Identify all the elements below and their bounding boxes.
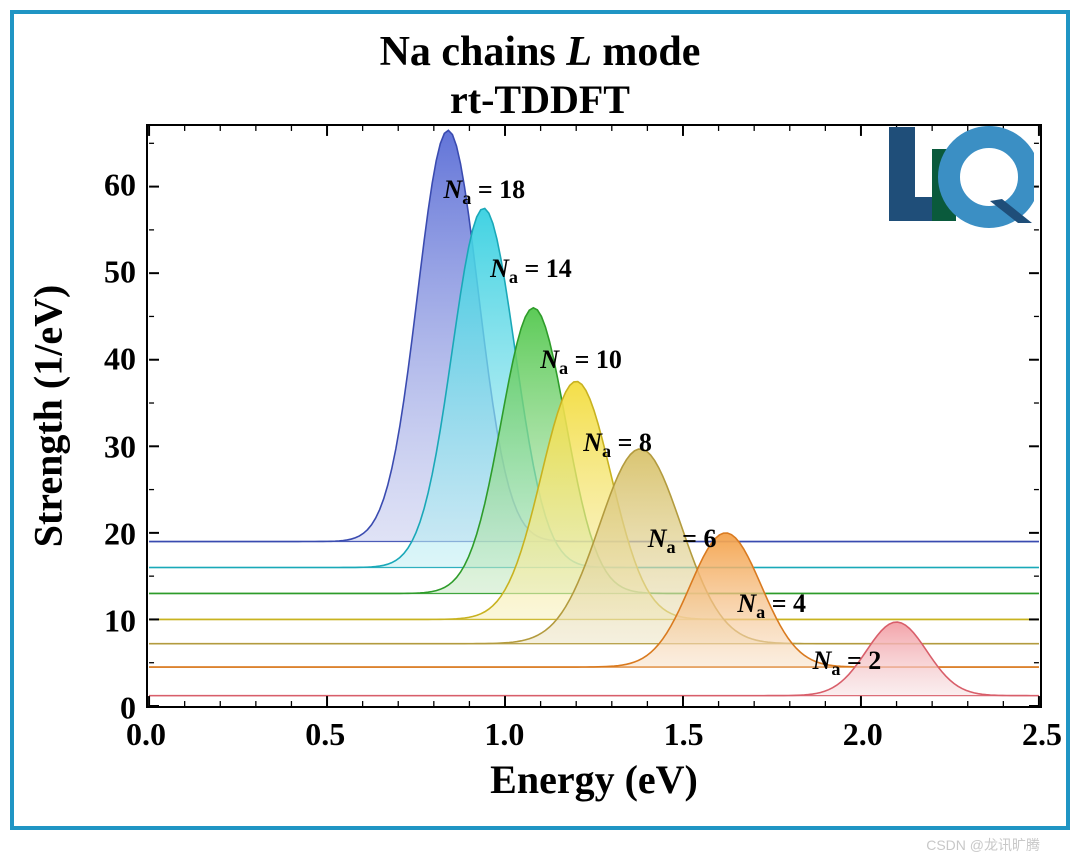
y-tick-label: 40 (76, 341, 136, 378)
chart-title: Na chains L mode rt-TDDFT (14, 28, 1066, 123)
series-label-Na18: Na = 18 (443, 175, 525, 209)
x-tick-label: 0.5 (305, 716, 345, 753)
series-label-Na8: Na = 8 (583, 428, 652, 462)
x-tick-label: 2.5 (1022, 716, 1062, 753)
series-label-Na10: Na = 10 (540, 345, 622, 379)
x-tick-label: 2.0 (843, 716, 883, 753)
brand-logo (884, 119, 1034, 229)
series-label-Na4: Na = 4 (737, 589, 806, 623)
x-tick-label: 1.0 (484, 716, 524, 753)
y-tick-label: 50 (76, 254, 136, 291)
series-label-Na14: Na = 14 (490, 254, 572, 288)
y-tick-label: 30 (76, 428, 136, 465)
y-axis-title: Strength (1/eV) (25, 285, 72, 548)
figure-frame: Na chains L mode rt-TDDFT Energy (eV) St… (10, 10, 1070, 830)
series-label-Na6: Na = 6 (648, 524, 717, 558)
watermark-text: CSDN @龙讯旷腾 (926, 835, 1040, 855)
x-tick-label: 1.5 (664, 716, 704, 753)
series-label-Na2: Na = 2 (813, 646, 882, 680)
y-tick-label: 20 (76, 515, 136, 552)
y-tick-label: 60 (76, 167, 136, 204)
x-axis-title: Energy (eV) (490, 756, 698, 803)
y-tick-label: 0 (76, 690, 136, 727)
y-tick-label: 10 (76, 602, 136, 639)
